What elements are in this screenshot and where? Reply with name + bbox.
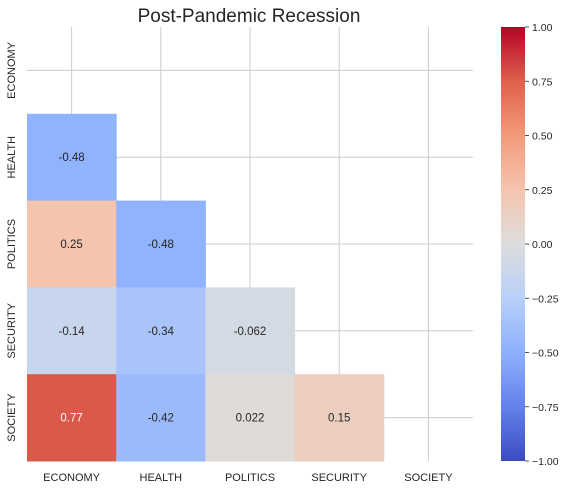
- cell-value-label: 0.022: [236, 413, 265, 425]
- y-tick-label-society: SOCIETY: [6, 393, 18, 442]
- colorbar-tick-label: 0.25: [532, 185, 553, 197]
- colorbar-bar: [501, 27, 525, 461]
- heatmap-cell-health-economy: [27, 113, 117, 202]
- heatmap-cell-security-politics: [205, 287, 296, 375]
- y-tick-label-economy: ECONOMY: [6, 41, 18, 99]
- heatmap-cell-society-health: [116, 374, 206, 462]
- cell-value-label: 0.77: [60, 413, 82, 425]
- colorbar-tick-label: −0.50: [532, 348, 559, 360]
- x-tick-label-health: HEALTH: [140, 472, 183, 484]
- x-tick-label-society: SOCIETY: [404, 472, 453, 484]
- heatmap-cell-security-health: [116, 287, 206, 375]
- y-axis-tick-labels: ECONOMY HEALTH POLITICS SECURITY SOCIETY: [6, 41, 18, 441]
- colorbar-tick-label: −1.00: [532, 456, 559, 468]
- y-tick-label-security: SECURITY: [6, 302, 18, 358]
- x-tick-label-security: SECURITY: [311, 472, 367, 484]
- cell-value-label: -0.14: [58, 326, 85, 338]
- x-tick-label-economy: ECONOMY: [43, 472, 101, 484]
- x-tick-label-politics: POLITICS: [225, 472, 275, 484]
- colorbar-tick-label: 0.00: [532, 239, 553, 251]
- x-axis-tick-labels: ECONOMY HEALTH POLITICS SECURITY SOCIETY: [43, 472, 453, 484]
- y-tick-label-health: HEALTH: [6, 136, 18, 179]
- colorbar-tick-label: 1.00: [532, 22, 553, 34]
- heatmap-cell-society-economy: [27, 374, 117, 462]
- heatmap-cell-security-economy: [27, 287, 117, 375]
- heatmap-cells: [27, 113, 385, 462]
- cell-value-label: 0.25: [60, 239, 82, 251]
- y-tick-label-politics: POLITICS: [6, 219, 18, 269]
- cell-value-label: -0.062: [234, 326, 267, 338]
- heatmap-cell-society-politics: [205, 374, 296, 462]
- colorbar-tick-label: −0.75: [532, 402, 559, 414]
- colorbar-tick-label: −0.25: [532, 293, 559, 305]
- heatmap-cell-politics-health: [116, 200, 206, 288]
- cell-value-label: -0.48: [58, 152, 84, 164]
- heatmap-cell-society-security: [294, 374, 385, 462]
- heatmap-cell-politics-economy: [27, 200, 117, 288]
- cell-value-label: 0.15: [328, 413, 350, 425]
- cell-value-labels: -0.48 0.25 -0.48 -0.14 -0.34 -0.062 0.77 -0.42 0…: [58, 152, 350, 424]
- colorbar: 1.00 0.75 0.50 0.25 0.00 −0.25 −0.50 −0.75 −1.00: [501, 22, 559, 468]
- colorbar-tick-label: 0.50: [532, 131, 553, 143]
- cell-value-label: -0.48: [148, 239, 174, 251]
- cell-value-label: -0.42: [148, 413, 174, 425]
- cell-value-label: -0.34: [148, 326, 175, 338]
- chart-title: Post-Pandemic Recession: [138, 6, 361, 27]
- colorbar-tick-label: 0.75: [532, 76, 553, 88]
